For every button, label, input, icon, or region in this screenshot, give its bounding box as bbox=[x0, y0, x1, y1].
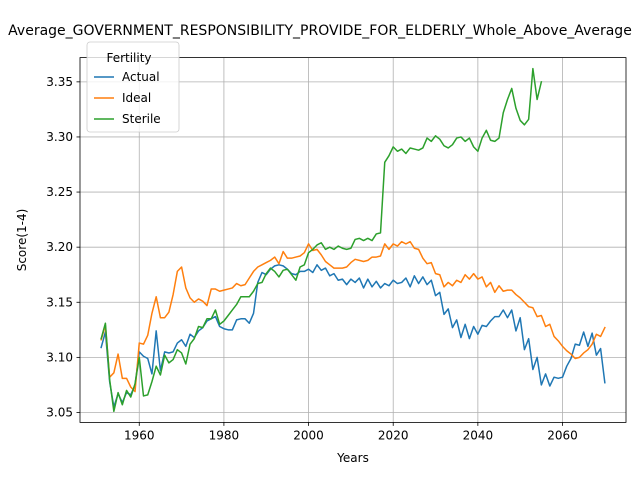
x-axis: 1960 1980 2000 2020 2040 2060 bbox=[124, 422, 578, 442]
legend-title: Fertility bbox=[106, 51, 151, 65]
x-tick-label: 2020 bbox=[378, 428, 409, 442]
series-lines bbox=[100, 67, 606, 413]
legend-label-actual: Actual bbox=[122, 70, 160, 84]
legend-label-ideal: Ideal bbox=[122, 91, 151, 105]
y-tick-label: 3.10 bbox=[46, 350, 73, 364]
y-tick-label: 3.35 bbox=[46, 75, 73, 89]
y-tick-label: 3.25 bbox=[46, 185, 73, 199]
y-tick-label: 3.05 bbox=[46, 405, 73, 419]
series-line-ideal bbox=[100, 240, 606, 393]
x-tick-label: 2000 bbox=[293, 428, 324, 442]
y-tick-label: 3.15 bbox=[46, 295, 73, 309]
legend: Fertility Actual Ideal Sterile bbox=[86, 41, 180, 133]
y-tick-label: 3.20 bbox=[46, 240, 73, 254]
x-tick-label: 2040 bbox=[463, 428, 494, 442]
chart-title: Average_GOVERNMENT_RESPONSIBILITY_PROVID… bbox=[8, 23, 632, 39]
x-tick-label: 1980 bbox=[209, 428, 240, 442]
y-tick-label: 3.30 bbox=[46, 130, 73, 144]
x-tick-label: 2060 bbox=[547, 428, 578, 442]
legend-label-sterile: Sterile bbox=[122, 112, 161, 126]
series-line-actual bbox=[100, 264, 606, 408]
legend-box bbox=[86, 41, 180, 133]
y-axis: 3.05 3.10 3.15 3.20 3.25 3.30 3.35 bbox=[46, 75, 80, 419]
series-line-sterile bbox=[100, 67, 543, 413]
y-axis-label: Score(1-4) bbox=[15, 209, 29, 272]
x-tick-label: 1960 bbox=[124, 428, 155, 442]
x-axis-label: Years bbox=[336, 451, 369, 465]
plot-frame bbox=[79, 57, 627, 423]
